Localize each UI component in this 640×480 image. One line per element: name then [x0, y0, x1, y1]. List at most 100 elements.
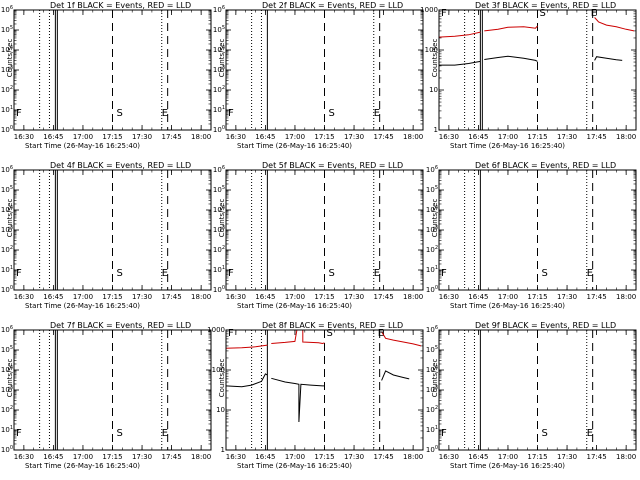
x-tick-label: 16:45: [255, 133, 275, 141]
y-tick-base: 10: [1, 286, 10, 294]
marker-letter: S: [541, 428, 547, 439]
y-tick-exponent: 2: [222, 85, 225, 91]
y-tick-label: 103: [426, 385, 438, 395]
x-tick-label: 17:15: [102, 453, 122, 461]
marker-letter: F: [228, 268, 234, 279]
y-tick-base: 10: [426, 346, 435, 354]
x-tick-label: 18:00: [616, 133, 636, 141]
y-tick-exponent: 3: [222, 65, 225, 71]
y-tick-base: 10: [213, 86, 222, 94]
y-tick-label: 104: [213, 45, 225, 55]
y-tick-exponent: 0: [222, 285, 225, 291]
y-tick-label: 106: [213, 5, 225, 15]
x-tick-label: 17:15: [102, 293, 122, 301]
x-tick-label: 17:45: [587, 293, 607, 301]
x-tick-label: 17:00: [498, 133, 518, 141]
x-tick-label: 16:45: [468, 453, 488, 461]
y-tick-exponent: 3: [10, 225, 13, 231]
x-tick-label: 17:00: [498, 453, 518, 461]
x-tick-label: 16:30: [14, 293, 34, 301]
x-axis-label: Start Time (26-May-16 16:25:40): [237, 302, 352, 310]
y-tick-label: 104: [426, 205, 438, 215]
y-tick-base: 10: [1, 206, 10, 214]
x-tick-label: 17:30: [557, 453, 577, 461]
x-tick-label: 16:30: [439, 133, 459, 141]
x-tick-label: 18:00: [191, 133, 211, 141]
x-tick-label: 16:30: [439, 293, 459, 301]
y-tick-label: 101: [1, 425, 13, 435]
y-tick-base: 10: [1, 366, 10, 374]
y-tick-base: 10: [213, 66, 222, 74]
lld-series-line: [271, 329, 298, 344]
x-tick-label: 17:00: [73, 133, 93, 141]
y-tick-exponent: 1: [10, 265, 13, 271]
y-tick-label: 105: [1, 345, 13, 355]
marker-letter: F: [16, 428, 22, 439]
y-tick-base: 10: [213, 126, 222, 134]
y-tick-base: 10: [426, 166, 435, 174]
y-tick-exponent: 6: [222, 5, 225, 11]
panel-1: Det 1f BLACK = Events, RED = LLD Counts/s…: [1, 1, 212, 150]
x-tick-label: 17:30: [557, 133, 577, 141]
y-tick-exponent: 6: [10, 165, 13, 171]
y-tick-base: 10: [213, 246, 222, 254]
x-tick-label: 17:45: [162, 293, 182, 301]
x-tick-label: 17:30: [557, 293, 577, 301]
y-tick-label: 102: [426, 405, 438, 415]
marker-letter: S: [116, 268, 122, 279]
y-tick-label: 102: [426, 245, 438, 255]
x-tick-label: 17:00: [498, 293, 518, 301]
marker-letter: S: [116, 428, 122, 439]
plot-frame: [13, 9, 212, 131]
x-tick-label: 18:00: [616, 453, 636, 461]
y-tick-exponent: 4: [10, 205, 13, 211]
y-axis-label: Counts/sec: [431, 359, 439, 398]
x-tick-label: 16:30: [226, 133, 246, 141]
y-tick-exponent: 2: [435, 245, 438, 251]
y-tick-label: 103: [426, 225, 438, 235]
y-tick-label: 100: [1, 285, 13, 295]
y-tick-exponent: 5: [10, 345, 13, 351]
y-tick-label: 101: [1, 105, 13, 115]
y-tick-label: 104: [426, 365, 438, 375]
events-series-line: [381, 370, 410, 381]
marker-letter: E: [162, 268, 168, 279]
x-tick-label: 17:15: [314, 133, 334, 141]
panel-4: Det 4f BLACK = Events, RED = LLD Counts/s…: [1, 161, 212, 310]
marker-letter: F: [441, 428, 447, 439]
marker-letter: F: [16, 268, 22, 279]
y-tick-base: 10: [1, 246, 10, 254]
lld-series-line: [484, 25, 538, 32]
events-series-line: [484, 55, 538, 62]
y-tick-label: 106: [1, 165, 13, 175]
panel-title: Det 6f BLACK = Events, RED = LLD: [475, 161, 616, 170]
x-tick-label: 18:00: [616, 293, 636, 301]
y-tick-base: 10: [426, 286, 435, 294]
y-tick-label: 105: [213, 185, 225, 195]
y-tick-exponent: 6: [10, 5, 13, 11]
y-tick-label: 103: [1, 225, 13, 235]
x-axis-label: Start Time (26-May-16 16:25:40): [25, 462, 140, 470]
y-tick-base: 10: [426, 406, 435, 414]
panel-title: Det 4f BLACK = Events, RED = LLD: [50, 161, 191, 170]
panel-title: Det 2f BLACK = Events, RED = LLD: [262, 1, 403, 10]
plot-frame: [438, 329, 637, 451]
y-tick-exponent: 3: [222, 225, 225, 231]
x-tick-label: 17:45: [587, 133, 607, 141]
marker-letter: E: [374, 268, 380, 279]
y-tick-label: 103: [1, 65, 13, 75]
plot-frame: [225, 329, 424, 451]
y-tick-base: 10: [426, 386, 435, 394]
y-tick-exponent: 4: [10, 45, 13, 51]
panel-title: Det 5f BLACK = Events, RED = LLD: [262, 161, 403, 170]
y-tick-exponent: 0: [10, 285, 13, 291]
y-tick-base: 10: [1, 26, 10, 34]
y-tick-exponent: 4: [435, 365, 438, 371]
y-tick-exponent: 4: [10, 365, 13, 371]
y-tick-label: 105: [426, 345, 438, 355]
y-axis-label: Counts/sec: [218, 199, 226, 238]
marker-letter: E: [162, 108, 168, 119]
x-tick-label: 16:45: [43, 453, 63, 461]
y-tick-exponent: 1: [10, 425, 13, 431]
marker-letter: E: [162, 428, 168, 439]
